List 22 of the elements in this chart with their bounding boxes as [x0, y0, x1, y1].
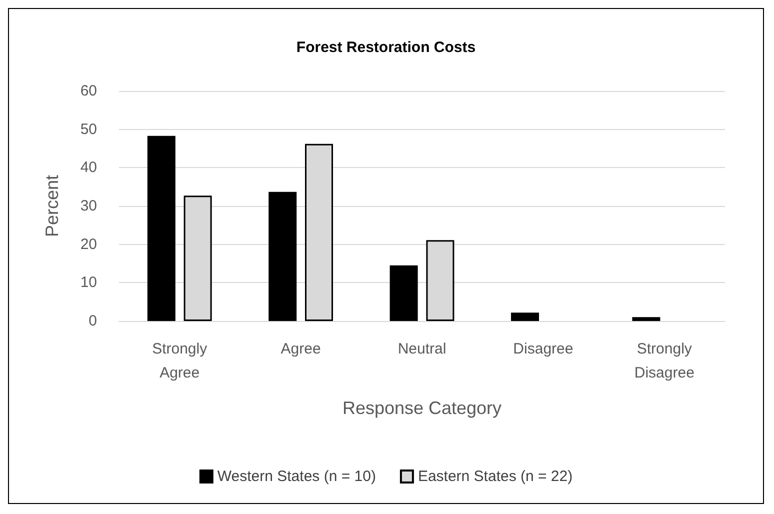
- y-axis-title: Percent: [42, 174, 62, 238]
- x-tick-label: Strongly Agree: [152, 340, 208, 382]
- x-tick-label: Strongly Disagree: [634, 340, 694, 382]
- bar: [390, 265, 418, 321]
- x-tick-label: Agree: [280, 340, 321, 358]
- bar: [632, 317, 660, 321]
- legend-label: Western States (n = 10): [217, 468, 376, 485]
- y-tick-label: 20: [80, 236, 97, 253]
- y-tick-label: 30: [80, 198, 97, 214]
- x-axis-title: Response Category: [342, 398, 502, 418]
- y-tick-label: 50: [80, 120, 97, 138]
- legend-label: Eastern States (n = 22): [418, 468, 573, 485]
- y-tick-label: 10: [80, 274, 97, 292]
- y-tick-label: 0: [88, 312, 97, 330]
- y-tick-label: 40: [80, 159, 97, 176]
- x-tick-label: Disagree: [513, 340, 574, 358]
- bar: [511, 312, 539, 321]
- x-tick-label: Neutral: [398, 340, 446, 358]
- y-tick-label: 60: [80, 82, 97, 100]
- chart-title: Forest Restoration Costs: [296, 39, 476, 56]
- bar: [268, 192, 297, 321]
- bar: [147, 136, 176, 321]
